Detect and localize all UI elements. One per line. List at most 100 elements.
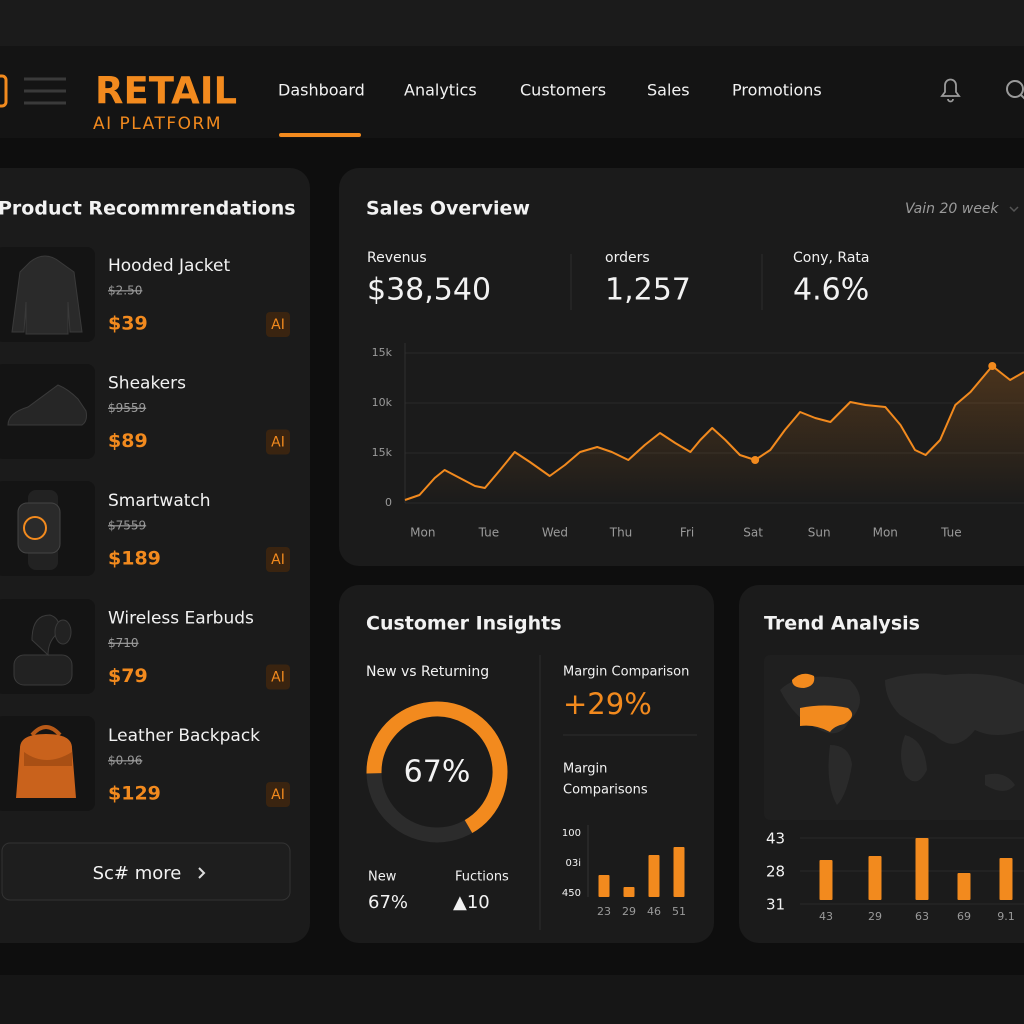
more-button[interactable] [1,842,291,901]
bar [868,856,882,900]
donut-label: 67% [404,755,471,790]
y-tick-label: 450 [562,888,581,899]
highlight-region [800,705,853,732]
price: $79 [108,665,148,687]
nav-item[interactable]: Promotions [732,81,822,100]
old-price: $7559 [108,519,146,533]
x-tick-label: Fri [680,526,694,540]
x-tick-label: Thu [609,526,633,540]
bar [915,838,929,900]
kpi-value: $38,540 [367,273,491,308]
header [0,46,1024,138]
search-icon[interactable] [1006,80,1024,101]
legend-value: ▲10 [453,892,490,913]
watch-icon [17,490,61,570]
ai-badge [266,547,290,572]
bell-icon[interactable] [940,78,961,103]
margin-value: +29% [563,687,652,721]
margin-sub: Margin [563,762,607,777]
old-price: $9559 [108,401,146,415]
ai-badge-label: AI [271,787,285,803]
margin-sub: Comparisons [563,783,648,798]
x-tick-label: 51 [672,905,686,918]
nav-underline [279,133,361,137]
nav-item[interactable]: Sales [647,81,690,100]
x-tick-label: Mon [410,526,435,540]
top-strip [0,0,1024,46]
x-tick-label: Tue [940,526,962,540]
legend-label: Fuctions [455,870,509,885]
x-tick-label: 69 [957,910,971,923]
bar [819,860,833,900]
donut-legend: New 67% Fuctions ▲10 [368,870,509,914]
sales-panel [339,168,1024,566]
world-map [764,655,1024,820]
x-tick-label: 46 [647,905,661,918]
y-tick-label: 0 [385,496,392,509]
logo [0,74,8,108]
price: $39 [108,313,148,335]
bar [623,887,635,897]
y-tick-label: 100 [562,828,581,839]
bar [999,858,1013,900]
old-price: $2.50 [108,284,142,298]
legend-label: New [368,870,397,885]
kpi-value: 1,257 [605,273,691,308]
ai-badge-label: AI [271,552,285,568]
footer-strip [0,975,1024,1024]
period-select[interactable]: Vain 20 week [905,201,999,217]
margin-title: Margin Comparison [563,665,689,680]
x-tick-label: 23 [597,905,611,918]
price: $89 [108,430,148,452]
earbuds-icon [13,614,73,686]
panel-title: Customer Insights [366,613,562,635]
kpi-value: 4.6% [793,273,869,308]
kpis: Revenus $38,540 orders 1,257 Cony, Rata 4.6% [367,250,869,308]
nav-item[interactable]: Customers [520,81,606,100]
panel-title: Product Recommrendations [0,198,296,220]
donut-arc [366,701,508,834]
x-tick-label: 63 [915,910,929,923]
thumbnails [0,247,95,811]
more-label: Sc# more [93,863,182,884]
kpi-label: Revenus [367,250,427,266]
nav: Dashboard Analytics Customers Sales Promotio… [278,81,822,100]
panel-title: Sales Overview [366,198,530,220]
product-name: Hooded Jacket [108,256,231,276]
subtitle: New vs Returning [366,664,489,680]
y-tick-label: 15k [372,446,393,459]
nav-item[interactable]: Analytics [404,81,477,100]
product-list: Hooded Jacket $2.50 $39 AI Sheakers $9559 $89 A… [108,256,290,807]
y-tick-label: 15k [372,346,393,359]
ai-badge [266,664,290,690]
point-marker [751,456,760,464]
ai-badge [266,782,290,807]
bar [957,873,971,900]
ai-badge [266,312,290,337]
nav-item[interactable]: Dashboard [278,81,365,100]
menu-icon[interactable] [24,77,66,105]
line [404,365,1024,501]
old-price: $710 [108,636,139,650]
tagline: AI PLATFORM [93,114,222,134]
kpi-label: orders [605,250,650,266]
bar [648,855,660,897]
x-tick-label: 29 [622,905,636,918]
legend-value: 67% [368,892,408,913]
ai-badge [266,429,290,455]
bar [598,875,610,897]
donut-chart: 67% [366,701,508,843]
insights-panel [339,585,714,943]
shoe-icon [7,384,87,426]
caret [1009,206,1019,213]
continents [780,673,1024,805]
x-tick-label: Wed [542,526,568,540]
trend-bars: 43 28 31 43 29 63 69 9.1 [766,830,1024,923]
highlight-region [792,673,815,688]
x-tick-label: 29 [868,910,882,923]
product-name: Wireless Earbuds [108,609,254,629]
product-name: Smartwatch [108,491,211,511]
kpi-label: Cony, Rata [793,250,869,266]
x-tick-label: Sun [808,526,831,540]
x-tick-label: Mon [873,526,898,540]
